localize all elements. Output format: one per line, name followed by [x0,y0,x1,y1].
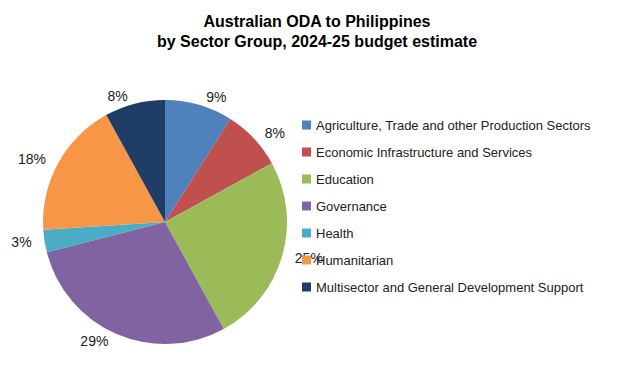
svg-text:Economic Infrastructure and Se: Economic Infrastructure and Services [316,145,533,160]
svg-text:Multisector and General Develo: Multisector and General Development Supp… [316,280,584,295]
svg-text:8%: 8% [107,88,127,104]
svg-text:Australian ODA to Philippines: Australian ODA to Philippines [204,13,431,30]
svg-text:29%: 29% [80,333,108,349]
svg-text:3%: 3% [11,234,31,250]
svg-text:25%: 25% [294,250,323,267]
svg-text:Humanitarian: Humanitarian [316,253,393,268]
svg-text:9%: 9% [206,89,226,105]
svg-text:Health: Health [316,226,354,241]
svg-text:Governance: Governance [316,199,387,214]
svg-text:by Sector Group, 2024-25 budge: by Sector Group, 2024-25 budget estimate [157,33,477,50]
svg-text:Education: Education [316,172,374,187]
svg-text:8%: 8% [265,125,285,141]
svg-text:Agriculture, Trade and other P: Agriculture, Trade and other Production … [316,118,591,133]
svg-text:18%: 18% [18,151,46,167]
